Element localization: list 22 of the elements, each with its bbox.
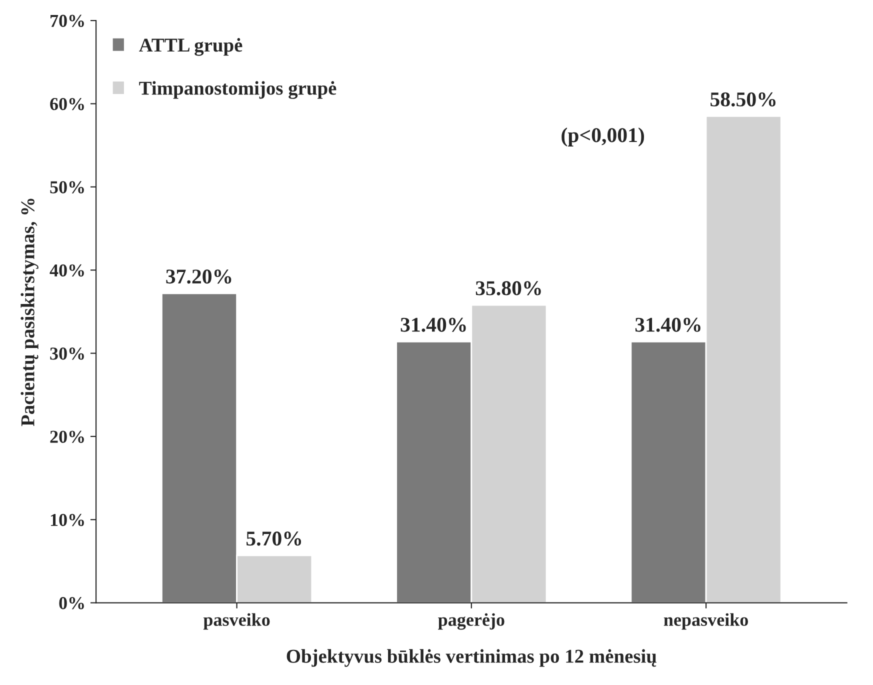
y-tick-label: 40% (50, 264, 84, 277)
y-tick-label: 50% (50, 181, 84, 194)
data-label: 31.40% (635, 318, 700, 332)
y-tick-label: 30% (50, 348, 84, 360)
data-label: 37.20% (166, 270, 232, 284)
annotation: (p<0,001) (562, 128, 644, 146)
y-tick-label: 60% (50, 98, 84, 110)
y-axis-title: Pacientų pasiskirstymas, % (20, 198, 38, 426)
data-label: 35.80% (476, 281, 541, 296)
y-tick-label: 0% (59, 597, 84, 610)
data-label: 58.50% (710, 92, 776, 107)
y-tick-label: 20% (50, 430, 84, 443)
x-tick-label: nepasveiko (664, 613, 748, 630)
data-label: 5.70% (246, 532, 302, 546)
data-label: 31.40% (400, 318, 466, 332)
x-tick-label: pasveiko (203, 613, 270, 630)
y-tick-label: 10% (50, 514, 84, 526)
y-tick-label: 70% (50, 14, 84, 28)
x-tick-label: pagerėjo (438, 613, 504, 630)
legend-label: Timpanostomijos grupė (139, 81, 336, 99)
x-axis-title: Objektyvus būklės vertinimas po 12 mėnesių (286, 649, 656, 667)
legend-label: ATTL grupė (139, 38, 242, 56)
